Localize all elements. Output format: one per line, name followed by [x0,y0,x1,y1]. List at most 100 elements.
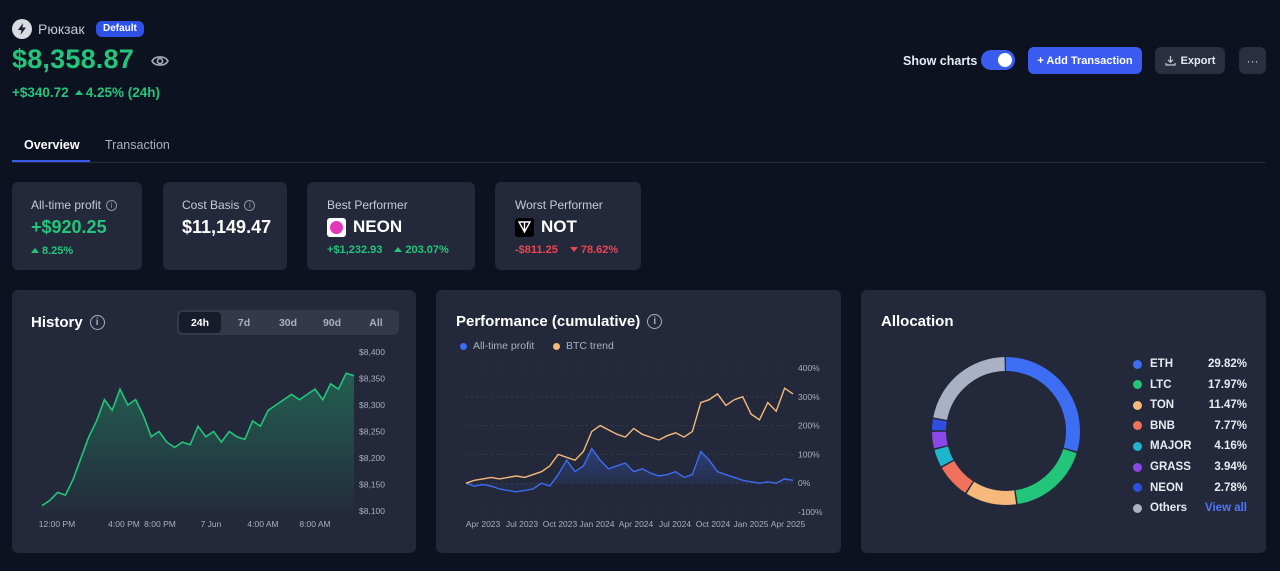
worst-performer-coin-row: NOT [515,217,641,237]
portfolio-balance: $8,358.87 [12,44,134,74]
add-transaction-button[interactable]: + Add Transaction [1028,47,1142,74]
info-icon[interactable]: i [89,315,105,330]
arrow-up-icon [394,246,403,252]
allocation-pct: 11.47% [1208,399,1247,412]
y-tick-label: $8,100 [359,506,385,516]
show-charts-toggle[interactable] [981,50,1015,70]
range-90d[interactable]: 90d [322,316,342,329]
x-tick-label: 4:00 AM [247,519,278,529]
allocation-pct: 3.94% [1214,461,1247,473]
alltime-profit-pct-wrap: 8.25% [31,245,73,257]
tab-divider [12,162,1266,163]
legend-dot-btc [553,342,560,350]
eye-icon[interactable] [151,54,169,68]
best-performer-coin-row: NEON [327,217,475,237]
performance-title-row: Performance (cumulative) i [456,313,663,330]
best-performer-pct-wrap: 203.07% [394,244,449,256]
allocation-donut[interactable] [921,346,1091,516]
alltime-profit-title-row: All-time profit i [31,198,142,212]
legend-dot [1133,380,1142,390]
worst-performer-change: -$811.25 78.62% [515,244,641,256]
y-tick-label: $8,400 [359,347,385,357]
allocation-name: ETH [1150,358,1173,370]
legend-btc-label: BTC trend [566,340,614,352]
legend-dot [1133,359,1142,369]
x-tick-label: 8:00 PM [144,519,176,529]
x-tick-label: Apr 2023 [466,519,501,529]
show-charts-label: Show charts [903,54,978,68]
allocation-name: TON [1150,399,1175,412]
allocation-name: Others [1150,502,1188,515]
default-badge: Default [96,21,144,37]
cost-basis-title: Cost Basis [182,198,240,212]
active-tab-indicator [12,160,90,162]
x-tick-label: Apr 2024 [619,519,654,529]
alltime-profit-card: All-time profit i +$920.25 8.25% [12,182,142,270]
worst-performer-title: Worst Performer [515,198,603,212]
legend-dot [1133,421,1142,431]
y-tick-label: 0% [798,478,811,488]
history-chart[interactable]: $8,100 $8,150 $8,200 $8,250 $8,300 $8,350 $8,4… [12,290,416,553]
arrow-up-icon [74,89,83,95]
change-pct: 4.25% (24h) [85,85,160,100]
allocation-item-grass: GRASS 3.94% [1133,459,1247,475]
neon-logo-icon [327,217,346,237]
arrow-up-icon [31,247,39,253]
allocation-item-major: MAJOR 4.16% [1133,438,1247,454]
legend-dot [1133,441,1142,451]
allocation-name: GRASS [1150,461,1191,473]
alltime-profit-title: All-time profit [31,198,102,212]
cost-basis-title-row: Cost Basis i [182,198,287,212]
allocation-pct: 7.77% [1214,419,1247,432]
y-tick-label: 200% [798,421,820,431]
info-icon[interactable]: i [106,199,118,211]
best-performer-title: Best Performer [327,198,408,212]
legend-dot [1133,400,1142,410]
y-tick-label: 400% [798,363,820,373]
y-tick-label: $8,250 [359,427,385,437]
allocation-pct: 17.97% [1207,378,1247,391]
best-performer-pct: 203.07% [405,244,449,256]
history-panel: History i 24h 7d 30d 90d All $8,100 $8,150… [12,290,416,553]
alltime-profit-pct-row: 8.25% [31,245,142,257]
toggle-knob [998,53,1012,67]
x-tick-label: 12:00 PM [39,519,75,529]
range-30d[interactable]: 30d [278,316,298,329]
not-logo-icon [515,217,534,237]
y-tick-label: 300% [798,392,820,402]
range-all[interactable]: All [369,316,383,329]
legend-dot [1133,503,1142,513]
allocation-name: MAJOR [1150,440,1192,453]
alltime-profit-area [466,448,793,492]
performance-panel: Performance (cumulative) i All-time profi… [436,290,841,553]
best-performer-coin: NEON [353,217,403,236]
range-7d[interactable]: 7d [237,316,251,329]
info-icon[interactable]: i [244,199,256,211]
x-tick-label: 4:00 PM [108,519,140,529]
range-24h[interactable]: 24h [179,312,221,333]
legend-dot [1133,462,1142,472]
alltime-profit-value: +$920.25 [31,217,107,237]
export-button[interactable]: Export [1155,47,1225,74]
legend-dot [1133,483,1142,493]
x-tick-label: 7 Jun [201,519,222,529]
allocation-name: BNB [1150,419,1175,432]
tab-overview[interactable]: Overview [24,138,80,152]
allocation-pct: 29.82% [1207,358,1247,370]
cost-basis-card: Cost Basis i $11,149.47 [163,182,287,270]
worst-performer-coin: NOT [541,217,577,236]
more-options-button[interactable]: ··· [1239,47,1266,74]
history-title-row: History i [31,314,105,331]
history-line [41,372,355,507]
x-tick-label: Jul 2024 [659,519,691,529]
portfolio-name[interactable]: Рюкзак [38,21,85,37]
view-all-link[interactable]: View all [1205,502,1247,515]
allocation-name: LTC [1150,378,1172,391]
worst-performer-pct: 78.62% [580,244,619,256]
legend-dot-alltime [460,342,467,350]
allocation-item-bnb: BNB 7.77% [1133,418,1247,434]
performance-chart[interactable]: -100% 0% 100% 200% 300% 400% Apr 2023 Jul 2023 O… [436,290,841,553]
tab-transaction[interactable]: Transaction [105,138,170,152]
allocation-pct: 4.16% [1214,440,1247,453]
info-icon[interactable]: i [647,314,663,329]
